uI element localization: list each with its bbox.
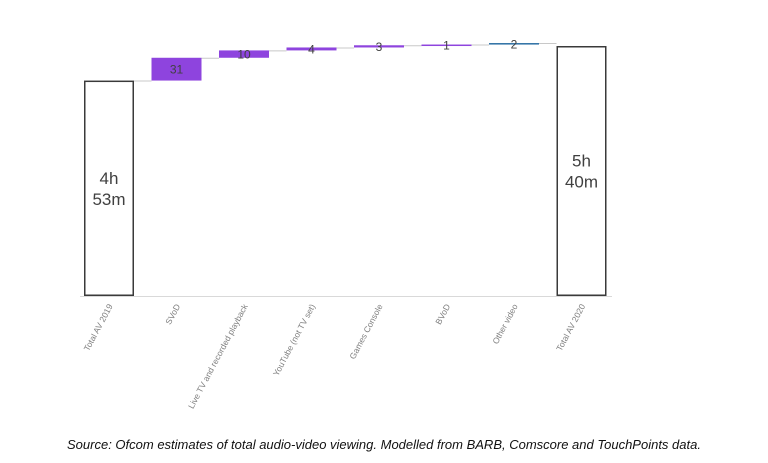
bar-other-video xyxy=(489,43,539,45)
bar-youtube-not-tv-set- xyxy=(286,47,337,51)
x-tick-label: Total AV 2019 xyxy=(82,302,115,353)
bar-total-av-2019 xyxy=(84,80,134,296)
bar-games-console xyxy=(354,45,404,48)
bar-label: 3 xyxy=(376,40,383,54)
bar-label: 31 xyxy=(170,63,184,77)
x-tick-label: Total AV 2020 xyxy=(554,302,587,353)
bar-label: 2 xyxy=(511,37,518,51)
x-tick-label: YouTube (not TV set) xyxy=(271,302,317,377)
x-tick-label: Games Console xyxy=(347,302,385,361)
source-note: Source: Ofcom estimates of total audio-v… xyxy=(67,437,701,452)
bar-label: 4h xyxy=(100,169,119,188)
bar-label: 5h xyxy=(572,152,591,171)
x-tick-label: Live TV and recorded playback xyxy=(186,302,250,411)
bar-label: 10 xyxy=(237,48,251,62)
bar-total-av-2020 xyxy=(556,46,607,296)
bar-bvod xyxy=(421,44,472,47)
bar-svod xyxy=(151,57,202,81)
bar-label: 53m xyxy=(92,190,125,209)
bar-label: 40m xyxy=(565,173,598,192)
x-tick-label: BVoD xyxy=(433,302,452,326)
bar-live-tv-and-recorded-playback xyxy=(219,50,269,58)
bar-label: 4 xyxy=(308,42,315,56)
bar-label: 1 xyxy=(443,38,450,52)
x-tick-label: Other video xyxy=(490,302,520,346)
x-tick-label: SVoD xyxy=(163,302,182,326)
